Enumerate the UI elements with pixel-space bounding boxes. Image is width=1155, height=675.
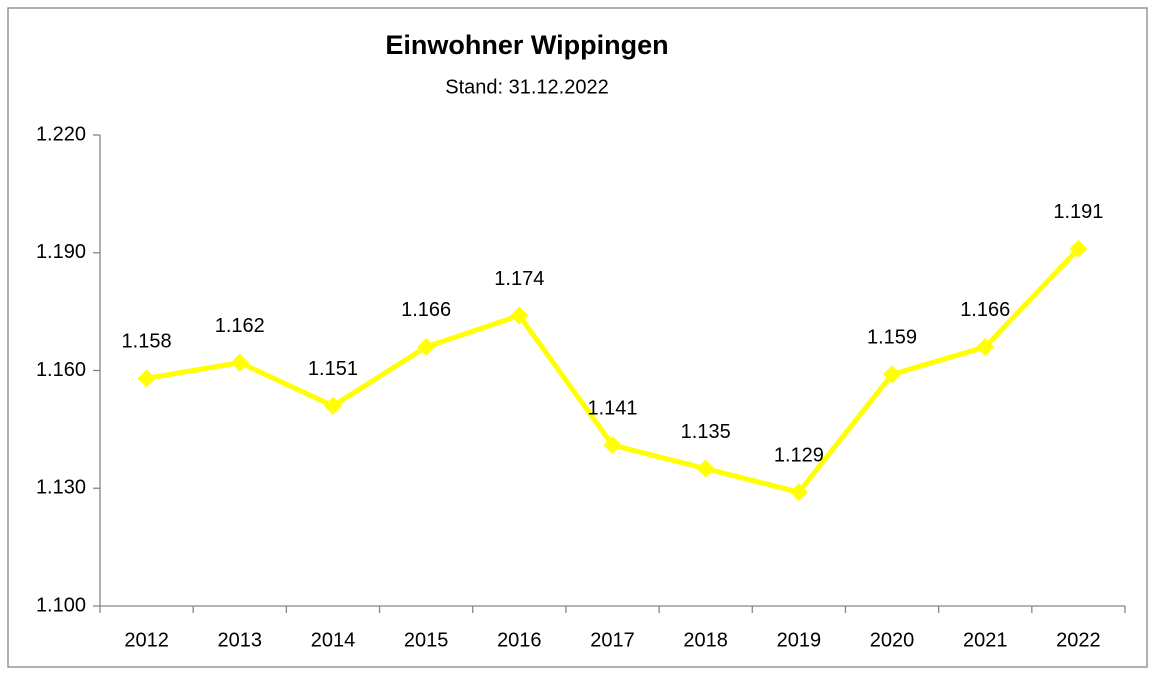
data-marker [696, 459, 715, 478]
x-tick-label: 2019 [777, 629, 822, 651]
data-label: 1.159 [867, 327, 917, 349]
y-tick-label: 1.220 [36, 123, 86, 145]
data-label: 1.141 [587, 397, 637, 419]
data-marker [137, 369, 156, 388]
data-marker [510, 306, 529, 325]
data-label: 1.166 [960, 299, 1010, 321]
data-label: 1.151 [308, 358, 358, 380]
data-marker [417, 337, 436, 356]
x-tick-label: 2013 [218, 629, 263, 651]
chart-title: Einwohner Wippingen [385, 30, 668, 60]
data-marker [1069, 239, 1088, 258]
y-tick-label: 1.130 [36, 477, 86, 499]
data-marker [789, 483, 808, 502]
chart-frame [7, 7, 1148, 668]
data-marker [603, 436, 622, 455]
data-label: 1.166 [401, 299, 451, 321]
data-marker [883, 365, 902, 384]
x-tick-label: 2012 [124, 629, 169, 651]
x-tick-label: 2017 [590, 629, 635, 651]
data-label: 1.129 [774, 444, 824, 466]
chart-subtitle: Stand: 31.12.2022 [445, 76, 608, 98]
x-tick-label: 2015 [404, 629, 449, 651]
y-tick-label: 1.160 [36, 359, 86, 381]
x-tick-label: 2016 [497, 629, 542, 651]
data-marker [976, 337, 995, 356]
y-tick-label: 1.190 [36, 241, 86, 263]
y-tick-label: 1.100 [36, 594, 86, 616]
x-tick-label: 2014 [311, 629, 356, 651]
data-label: 1.135 [681, 421, 731, 443]
x-tick-label: 2021 [963, 629, 1008, 651]
x-tick-label: 2022 [1056, 629, 1101, 651]
data-marker [323, 396, 342, 415]
data-label: 1.162 [215, 315, 265, 337]
data-marker [230, 353, 249, 372]
x-tick-label: 2020 [870, 629, 915, 651]
data-label: 1.191 [1053, 201, 1103, 223]
x-tick-label: 2018 [683, 629, 728, 651]
data-label: 1.158 [122, 331, 172, 353]
data-label: 1.174 [494, 268, 544, 290]
